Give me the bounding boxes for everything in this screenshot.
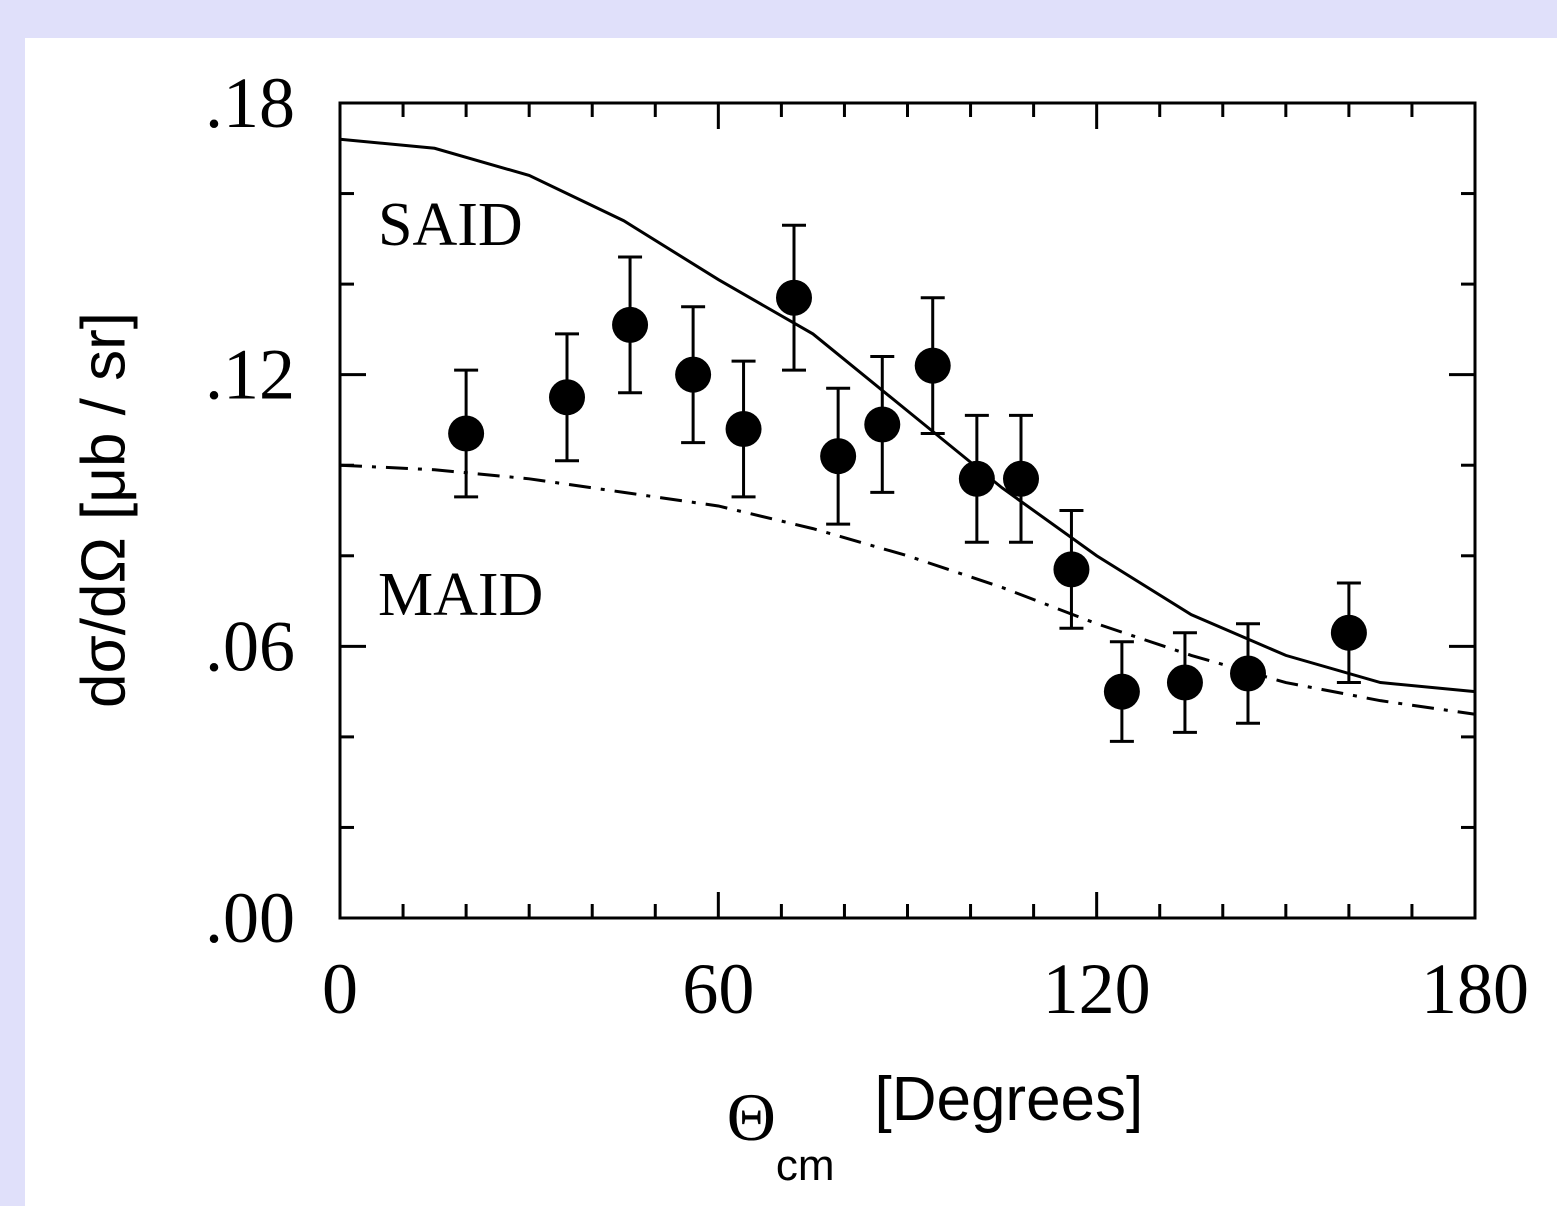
data-point: [776, 279, 812, 316]
x-tick-label: 60: [682, 949, 754, 1029]
x-tick-label: 120: [1043, 949, 1151, 1029]
curve: [339, 463, 1476, 716]
y-tick-label: .06: [205, 606, 295, 686]
data-point: [958, 460, 995, 497]
y-tick-label: .00: [205, 878, 295, 958]
data-point: [448, 415, 485, 452]
y-tick-label: .12: [205, 335, 295, 415]
data-point: [549, 379, 585, 416]
data-point: [612, 306, 649, 343]
curve-label: SAID: [378, 191, 523, 259]
data-point: [864, 406, 901, 443]
x-tick-label: 180: [1421, 949, 1529, 1029]
panel: [25, 38, 1557, 1206]
data-point: [1103, 673, 1140, 710]
x-axis-subscript: cm: [776, 1141, 835, 1190]
y-axis-title: dσ/dΩ [μb / sr]: [69, 312, 138, 708]
data-point: [675, 356, 712, 393]
data-point: [914, 347, 951, 384]
data-point: [1166, 664, 1203, 701]
x-axis-text: [Degrees]: [874, 1065, 1143, 1134]
x-axis-symbol: Θ: [727, 1079, 776, 1155]
data-point: [725, 411, 762, 447]
data-point: [1003, 460, 1039, 497]
data-point: [820, 438, 857, 475]
curve-label: MAID: [378, 561, 543, 629]
x-axis-title: Θcm [Degrees]: [727, 1065, 1144, 1190]
data-point: [1230, 655, 1266, 692]
data-point: [1330, 614, 1367, 651]
x-tick-label: 0: [322, 949, 358, 1029]
data-point: [1053, 551, 1090, 588]
curve: [339, 137, 1476, 694]
y-tick-label: .18: [205, 63, 295, 143]
